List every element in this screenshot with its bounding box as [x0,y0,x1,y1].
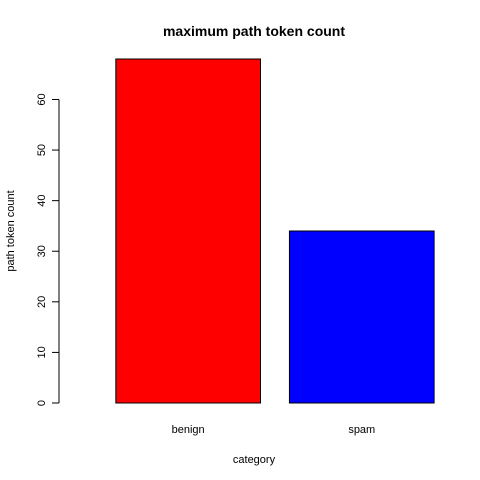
y-tick-label: 40 [36,195,48,207]
bars-group [115,58,435,404]
y-ticks-group: 0 10 20 30 40 50 60 [36,93,59,406]
x-axis-label: category [233,454,276,466]
y-tick-label: 30 [36,245,48,257]
x-labels-group: benign spam [172,424,376,436]
y-tick-label: 10 [36,346,48,358]
x-tick-label-spam: spam [348,424,375,436]
bar-spam [288,230,435,404]
chart-title: maximum path token count [163,23,345,39]
y-tick-label: 0 [36,400,48,406]
y-tick-label: 20 [36,296,48,308]
bar-benign [115,58,261,404]
y-tick-label: 60 [36,93,48,105]
x-tick-label-benign: benign [172,424,205,436]
y-axis-label: path token count [5,190,17,271]
y-tick-label: 50 [36,144,48,156]
